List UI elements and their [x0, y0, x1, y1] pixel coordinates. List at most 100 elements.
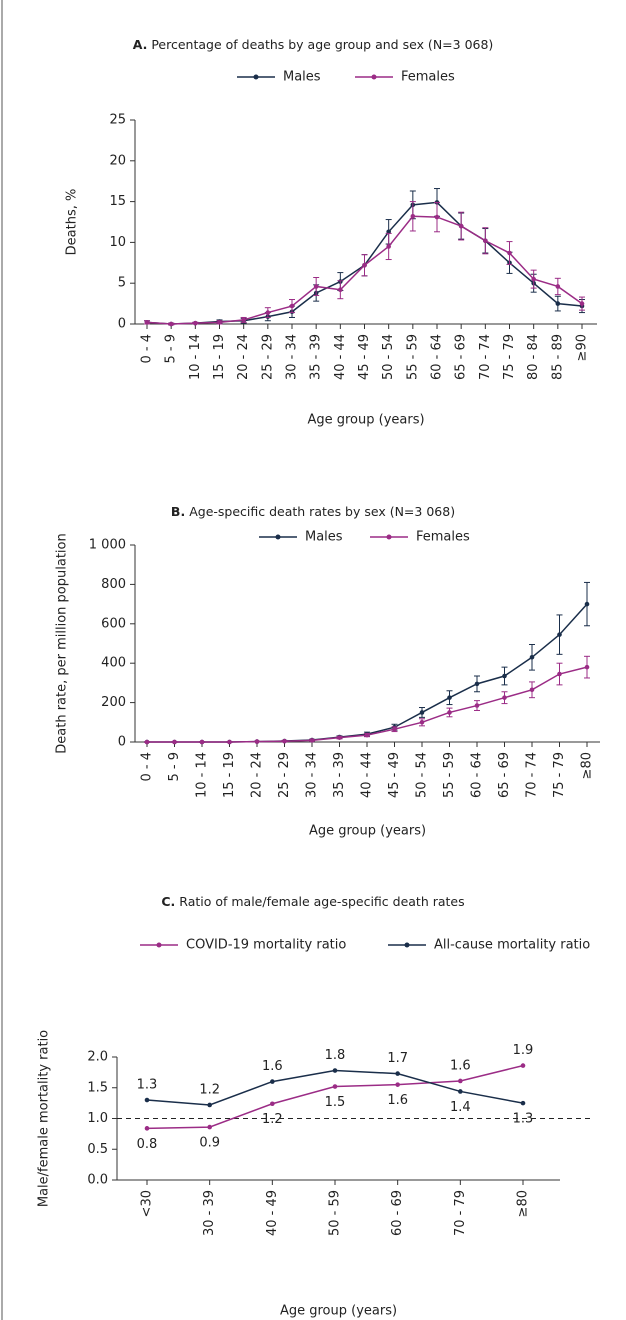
x-tick-label: ≥90: [575, 334, 590, 361]
x-tick-label: 10 - 14: [188, 334, 203, 380]
data-point: [270, 1101, 275, 1107]
legend-label: Females: [401, 70, 455, 85]
legend-label: All-cause mortality ratio: [434, 938, 590, 953]
data-point: [289, 303, 295, 309]
x-tick-label: 65 - 69: [497, 752, 512, 798]
y-axis-label: Male/female mortality ratio: [37, 1030, 52, 1207]
x-tick-label: 60 - 64: [470, 752, 485, 798]
data-label: 1.2: [262, 1112, 283, 1127]
y-tick-label: 5: [118, 276, 126, 291]
data-point: [474, 703, 480, 708]
data-point: [395, 1082, 400, 1087]
data-point: [207, 1124, 212, 1130]
x-tick-label: 0 - 4: [140, 752, 155, 782]
x-tick-label: 30 - 39: [202, 1190, 217, 1236]
y-axis-label: Deaths, %: [65, 189, 80, 256]
data-point: [584, 664, 590, 670]
data-point: [502, 695, 507, 700]
y-tick-label: 25: [109, 113, 126, 128]
data-point: [502, 673, 507, 679]
data-point: [458, 223, 464, 229]
x-tick-label: 40 - 44: [360, 752, 375, 798]
data-point: [507, 250, 512, 256]
data-point: [254, 739, 260, 744]
data-point: [474, 681, 480, 687]
legend-label: Males: [283, 70, 321, 85]
x-tick-label: 25 - 29: [260, 334, 275, 380]
x-tick-label: 15 - 19: [212, 334, 227, 380]
legend-label: COVID-19 mortality ratio: [186, 938, 346, 953]
x-tick-label: 60 - 64: [430, 334, 445, 380]
data-point: [458, 1089, 463, 1094]
data-point: [386, 244, 391, 249]
data-label: 1.6: [262, 1059, 283, 1074]
x-tick-label: ≥80: [580, 752, 595, 779]
data-point: [313, 284, 319, 289]
y-tick-label: 0: [118, 735, 126, 750]
y-tick-label: 15: [109, 194, 126, 209]
x-tick-label: 50 - 54: [415, 752, 430, 798]
x-tick-label: 35 - 39: [309, 334, 324, 380]
data-point: [520, 1063, 526, 1068]
x-tick-label: 55 - 59: [405, 334, 420, 380]
data-point: [557, 671, 562, 677]
data-point: [447, 695, 452, 700]
x-tick-label: 30 - 34: [305, 752, 320, 798]
data-label: 0.8: [137, 1137, 158, 1152]
title-text: Percentage of deaths by age group and se…: [151, 37, 493, 52]
x-tick-label: 45 - 49: [357, 334, 372, 380]
data-point: [410, 213, 416, 219]
data-point: [172, 739, 177, 745]
x-tick-label: 20 - 24: [250, 752, 265, 798]
data-point: [270, 1079, 275, 1084]
x-tick-label: 70 - 74: [478, 334, 493, 380]
data-point: [529, 687, 535, 693]
title-text: Age-specific death rates by sex (N=3 068…: [189, 504, 455, 519]
data-point: [434, 214, 440, 220]
legend-marker: [386, 534, 392, 540]
y-tick-label: 600: [101, 616, 126, 631]
data-label: 1.8: [325, 1048, 346, 1063]
y-tick-label: 1.0: [87, 1111, 108, 1126]
y-tick-label: 800: [101, 577, 126, 592]
x-tick-label: 5 - 9: [164, 334, 179, 364]
y-tick-label: 0.5: [87, 1142, 108, 1157]
data-point: [555, 301, 561, 306]
x-tick-label: 80 - 84: [526, 334, 541, 380]
data-point: [458, 1078, 463, 1084]
x-tick-label: 5 - 9: [167, 752, 182, 782]
x-tick-label: <30: [140, 1190, 155, 1217]
x-tick-label: 50 - 54: [381, 334, 396, 380]
data-point: [362, 262, 367, 268]
data-point: [483, 238, 488, 244]
data-point: [265, 310, 271, 315]
data-label: 1.9: [513, 1043, 534, 1058]
data-point: [168, 321, 174, 327]
x-tick-label: ≥80: [516, 1190, 531, 1217]
data-point: [337, 735, 342, 740]
x-tick-label: 60 - 69: [390, 1190, 405, 1236]
chart-title: C. Ratio of male/female age-specific deat…: [161, 894, 464, 909]
data-point: [584, 601, 590, 607]
data-point: [282, 738, 287, 744]
y-tick-label: 10: [109, 235, 126, 250]
data-point: [364, 732, 370, 738]
y-axis-label: Death rate, per million population: [55, 533, 70, 753]
title-text: Ratio of male/female age-specific death …: [179, 894, 464, 909]
legend-marker: [371, 74, 377, 80]
data-label: 1.6: [450, 1058, 471, 1073]
data-point: [193, 320, 198, 326]
y-tick-label: 0.0: [87, 1173, 108, 1188]
data-point: [144, 739, 150, 745]
y-tick-label: 1 000: [89, 538, 126, 553]
data-label: 1.3: [137, 1078, 158, 1093]
data-label: 1.5: [325, 1095, 346, 1110]
x-tick-label: 70 - 79: [453, 1190, 468, 1236]
data-point: [529, 654, 535, 660]
x-tick-label: 35 - 39: [332, 752, 347, 798]
x-tick-label: 75 - 79: [552, 752, 567, 798]
x-tick-label: 30 - 34: [285, 334, 300, 380]
data-point: [419, 710, 425, 715]
series-line: [147, 603, 588, 743]
